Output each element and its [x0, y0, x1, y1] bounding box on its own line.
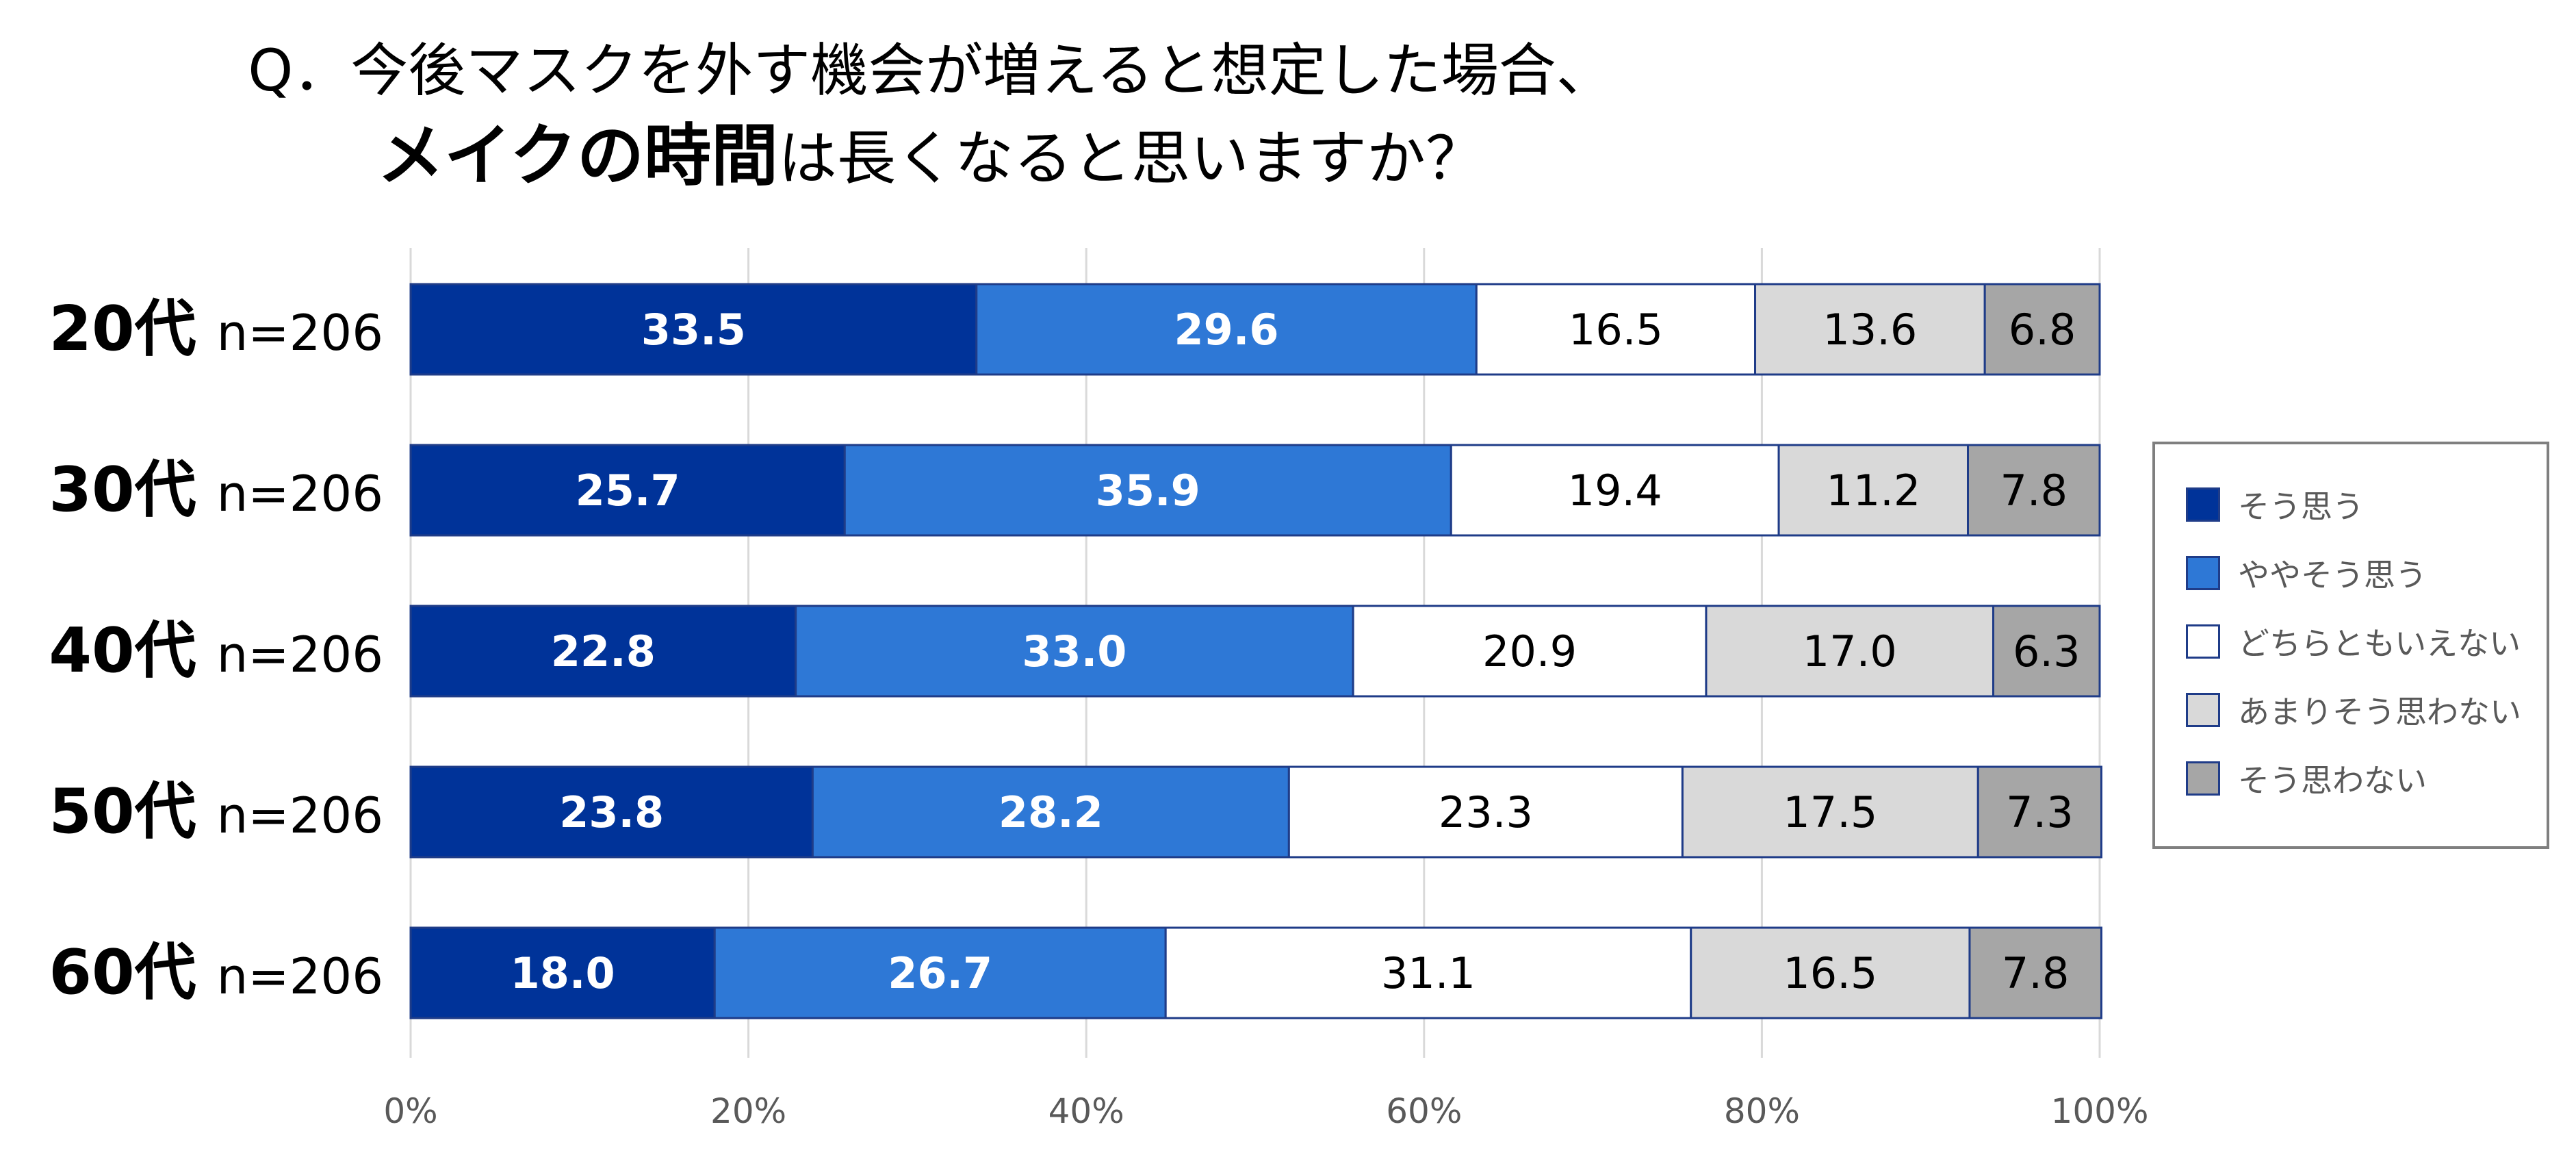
legend-item: どちらともいえない	[2186, 621, 2521, 662]
category-label: 40代 n=206	[49, 615, 383, 687]
data-label: 16.5	[1783, 948, 1877, 998]
bar-segment	[1287, 765, 1684, 859]
category-label: 60代 n=206	[49, 937, 383, 1008]
data-label: 17.5	[1783, 787, 1877, 837]
legend-item: あまりそう思わない	[2186, 689, 2521, 731]
data-label: 35.9	[1096, 466, 1200, 516]
legend-swatch	[2186, 761, 2220, 796]
category-label: 20代 n=206	[49, 293, 383, 365]
legend-swatch	[2186, 624, 2220, 659]
bar-segment	[409, 444, 846, 537]
legend-label: あまりそう思わない	[2238, 694, 2521, 731]
data-label: 25.7	[576, 466, 680, 516]
data-label: 19.4	[1568, 466, 1662, 516]
x-tick-label: 80%	[1724, 1091, 1800, 1131]
x-tick-label: 60%	[1386, 1091, 1462, 1131]
data-label: 11.2	[1826, 466, 1920, 516]
bar-segment	[1976, 765, 2102, 859]
legend-swatch	[2186, 487, 2220, 522]
data-label: 20.9	[1482, 626, 1577, 676]
bar-segment	[1966, 444, 2101, 537]
x-tick-label: 0%	[383, 1091, 437, 1131]
legend-item: そう思う	[2186, 484, 2364, 525]
chart-title-line2: メイクの時間は長くなると思いますか？	[0, 101, 1862, 199]
bar-segment	[1968, 926, 2102, 1019]
data-label: 33.5	[641, 305, 746, 355]
data-label: 6.8	[2009, 305, 2076, 355]
bar-segment	[843, 444, 1452, 537]
data-label: 17.0	[1803, 626, 1897, 676]
data-label: 29.6	[1174, 305, 1279, 355]
legend-item: そう思わない	[2186, 758, 2427, 799]
bar-segment	[795, 605, 1354, 698]
bar-segment	[975, 283, 1478, 376]
data-label: 13.6	[1822, 305, 1917, 355]
chart-title-emphasis: メイクの時間	[376, 117, 779, 195]
data-label: 33.0	[1022, 626, 1126, 676]
legend: そう思うややそう思うどちらともいえない あまりそう思わない そう思わない	[2152, 442, 2549, 849]
bar-segment	[1992, 605, 2101, 698]
bar-segment	[1754, 283, 1986, 376]
bar-segment	[1983, 283, 2101, 376]
data-label: 7.3	[2006, 787, 2074, 837]
legend-label: そう思わない	[2238, 762, 2427, 799]
bar-segment	[409, 765, 814, 859]
data-label: 23.3	[1439, 787, 1533, 837]
data-label: 22.8	[551, 626, 656, 676]
data-label: 18.0	[511, 948, 615, 998]
bar-segment	[1475, 283, 1757, 376]
bar-segment	[1352, 605, 1708, 698]
legend-swatch	[2186, 556, 2220, 590]
bar-segment	[409, 605, 797, 698]
data-label: 31.1	[1381, 948, 1476, 998]
x-tick-label: 40%	[1048, 1091, 1124, 1131]
data-label: 28.2	[999, 787, 1103, 837]
bar-segment	[1690, 926, 1971, 1019]
legend-item: ややそう思う	[2186, 553, 2427, 594]
chart-title-line1: Q．今後マスクを外す機会が増えると想定した場合、	[248, 37, 1614, 104]
x-tick-label: 20%	[710, 1091, 786, 1131]
legend-label: ややそう思う	[2238, 557, 2427, 594]
bar-segment	[1164, 926, 1692, 1019]
data-label: 7.8	[2000, 466, 2068, 516]
bar-segment	[1777, 444, 1969, 537]
legend-label: そう思う	[2238, 488, 2364, 525]
data-label: 6.3	[2013, 626, 2081, 676]
bar-segment	[1450, 444, 1780, 537]
data-label: 16.5	[1569, 305, 1663, 355]
chart-title-rest: は長くなると思いますか？	[778, 125, 1485, 193]
legend-label: どちらともいえない	[2238, 625, 2521, 662]
category-label: 50代 n=206	[49, 776, 383, 848]
x-tick-label: 100%	[2051, 1091, 2149, 1131]
data-label: 7.8	[2002, 948, 2070, 998]
legend-swatch	[2186, 693, 2220, 727]
bar-segment	[1681, 765, 1979, 859]
data-label: 23.8	[559, 787, 664, 837]
data-label: 26.7	[888, 948, 992, 998]
bar-segment	[1705, 605, 1995, 698]
bar-segment	[409, 283, 978, 376]
category-label: 30代 n=206	[49, 454, 383, 526]
